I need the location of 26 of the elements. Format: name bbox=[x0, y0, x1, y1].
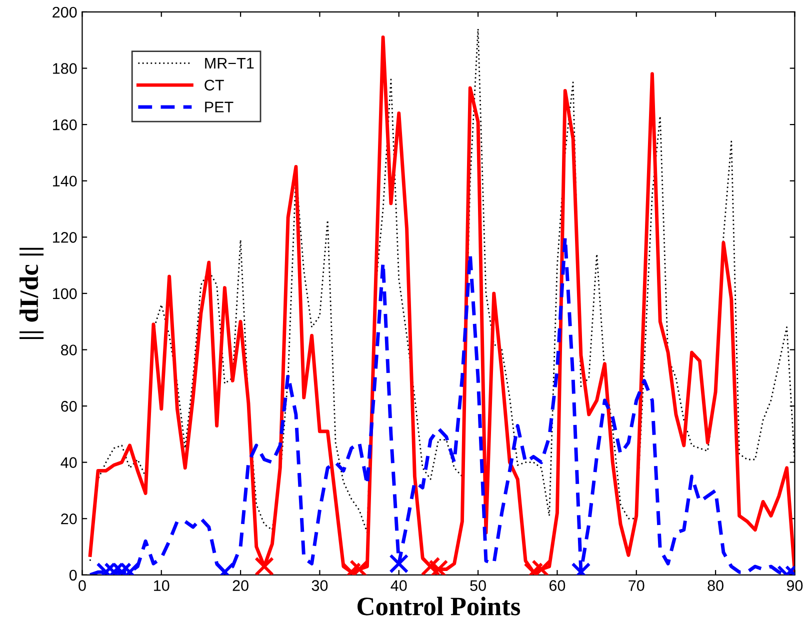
y-tick-label: 60 bbox=[61, 400, 77, 412]
y-tick-label: 40 bbox=[60, 457, 77, 468]
x-tick-label: 30 bbox=[312, 580, 328, 591]
y-axis-title: || dI/dc || bbox=[20, 248, 44, 339]
x-tick-label: 40 bbox=[390, 580, 407, 591]
legend-label: MR−T1 bbox=[205, 58, 254, 69]
y-tick-label: 180 bbox=[53, 63, 77, 74]
y-tick-label: 20 bbox=[61, 513, 77, 524]
x-tick-label: 50 bbox=[470, 580, 486, 591]
y-tick-label: 200 bbox=[52, 6, 77, 18]
y-tick-label: 120 bbox=[53, 232, 77, 243]
x-tick-label: 60 bbox=[549, 580, 566, 591]
x-tick-label: 20 bbox=[232, 580, 248, 591]
x-tick-label: 10 bbox=[154, 580, 170, 591]
legend-label: PET bbox=[205, 102, 234, 112]
y-tick-label: 80 bbox=[61, 344, 77, 356]
x-axis-title: Control Points bbox=[358, 596, 520, 616]
x-tick-label: 90 bbox=[786, 580, 803, 591]
legend-label: CT bbox=[204, 80, 224, 91]
x-tick-label: 0 bbox=[78, 580, 86, 591]
y-tick-label: 100 bbox=[53, 288, 77, 300]
y-tick-label: 160 bbox=[53, 119, 77, 130]
y-tick-label: 0 bbox=[69, 570, 77, 581]
x-tick-label: 80 bbox=[708, 580, 724, 591]
y-tick-label: 140 bbox=[53, 176, 77, 187]
x-tick-label: 70 bbox=[628, 580, 644, 591]
